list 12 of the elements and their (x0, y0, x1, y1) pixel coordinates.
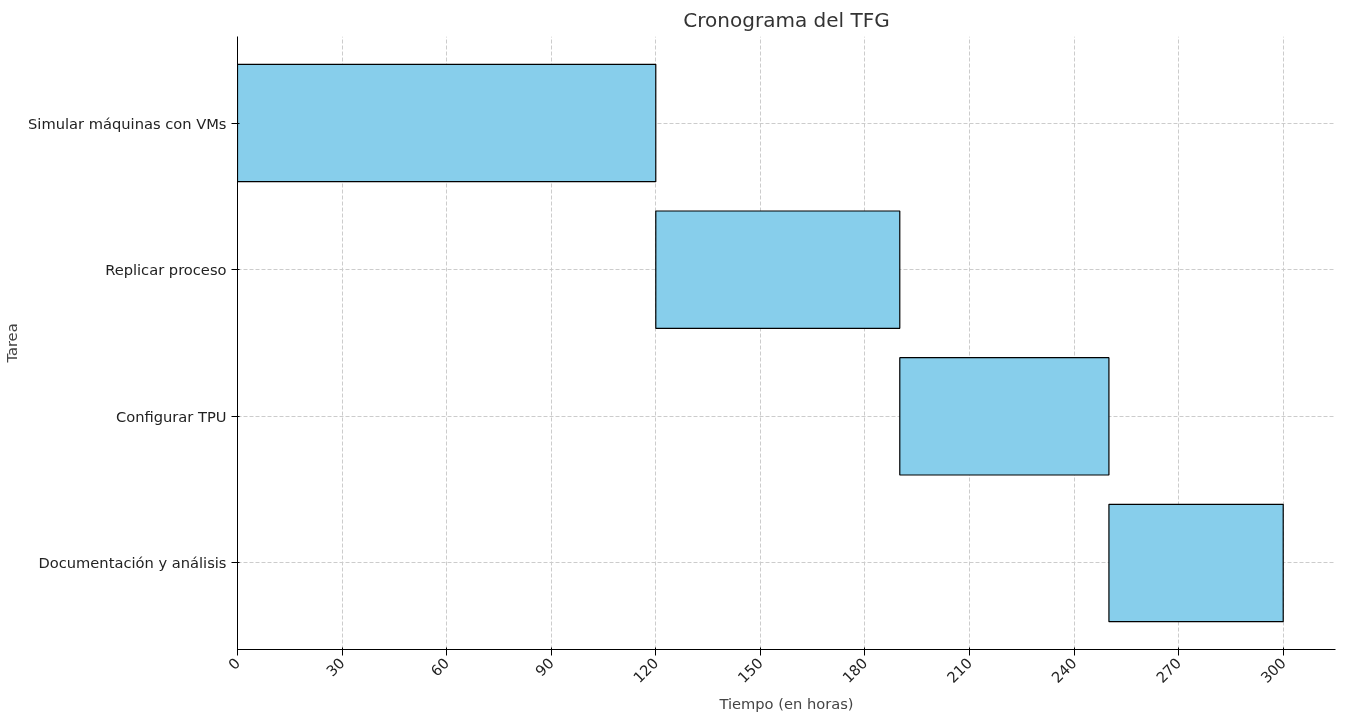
chart-title: Cronograma del TFG (683, 7, 890, 32)
y-tick-label: Simular máquinas con VMs (28, 114, 227, 132)
x-tick-label: 0 (224, 654, 244, 673)
y-tick-label: Configurar TPU (115, 407, 227, 425)
x-tick-label: 60 (427, 654, 453, 680)
y-axis-title: Tarea (3, 323, 21, 364)
x-tick-label: 90 (531, 654, 557, 680)
x-tick-label: 30 (322, 654, 348, 680)
y-tick-label: Documentación y análisis (38, 554, 227, 572)
y-tick-label: Replicar proceso (105, 261, 227, 279)
x-tick-label: 180 (838, 654, 871, 686)
x-axis-title: Tiempo (en horas) (718, 695, 854, 713)
